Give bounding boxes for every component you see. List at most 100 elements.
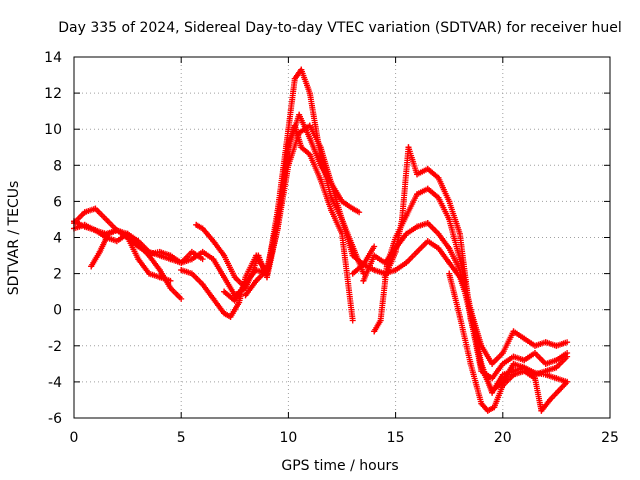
data-point bbox=[446, 245, 453, 252]
data-point bbox=[135, 238, 142, 245]
data-point bbox=[306, 122, 313, 129]
data-point bbox=[113, 227, 120, 234]
data-point bbox=[178, 295, 185, 302]
data-point bbox=[499, 382, 506, 389]
data-point bbox=[521, 335, 528, 342]
data-point bbox=[221, 252, 228, 259]
data-point bbox=[92, 227, 99, 234]
data-point bbox=[446, 259, 453, 266]
data-point bbox=[135, 256, 142, 263]
data-point bbox=[317, 153, 324, 160]
data-point bbox=[456, 230, 463, 237]
data-point bbox=[564, 353, 571, 360]
data-point bbox=[124, 234, 131, 241]
data-point bbox=[167, 252, 174, 259]
data-point bbox=[491, 404, 498, 411]
data-point bbox=[478, 364, 485, 371]
data-point bbox=[510, 328, 517, 335]
data-point bbox=[371, 266, 378, 273]
data-point bbox=[424, 165, 431, 172]
data-point bbox=[446, 198, 453, 205]
data-point bbox=[435, 245, 442, 252]
data-point bbox=[328, 207, 335, 214]
data-point bbox=[531, 375, 538, 382]
data-point bbox=[274, 216, 281, 223]
data-point bbox=[210, 256, 217, 263]
data-point bbox=[546, 396, 553, 403]
data-point bbox=[403, 259, 410, 266]
data-point bbox=[291, 122, 298, 129]
data-point bbox=[81, 209, 88, 216]
data-point bbox=[81, 223, 88, 230]
data-point bbox=[399, 216, 406, 223]
data-point bbox=[377, 317, 384, 324]
data-point bbox=[555, 387, 562, 394]
series-track-13 bbox=[446, 270, 571, 414]
data-point bbox=[231, 274, 238, 281]
data-point bbox=[424, 185, 431, 192]
data-point bbox=[414, 171, 421, 178]
data-point bbox=[553, 342, 560, 349]
data-point bbox=[188, 248, 195, 255]
y-tick-label: 8 bbox=[53, 158, 62, 174]
series-track-4 bbox=[88, 227, 174, 284]
x-tick-label: 15 bbox=[387, 430, 405, 446]
data-point bbox=[210, 295, 217, 302]
data-point bbox=[538, 407, 545, 414]
data-point bbox=[371, 328, 378, 335]
data-point bbox=[499, 350, 506, 357]
data-point bbox=[167, 277, 174, 284]
data-point bbox=[96, 248, 103, 255]
data-point bbox=[467, 360, 474, 367]
data-point bbox=[242, 292, 249, 299]
data-point bbox=[553, 357, 560, 364]
data-point bbox=[414, 248, 421, 255]
y-tick-label: 2 bbox=[53, 267, 62, 283]
y-axis-label: SDTVAR / TECUs bbox=[6, 181, 22, 296]
data-point bbox=[392, 266, 399, 273]
data-point bbox=[392, 248, 399, 255]
data-point bbox=[553, 364, 560, 371]
y-tick-label: 10 bbox=[44, 122, 62, 138]
data-point bbox=[113, 238, 120, 245]
data-point bbox=[306, 151, 313, 158]
data-layer bbox=[71, 66, 571, 414]
data-point bbox=[92, 205, 99, 212]
y-tick-label: 0 bbox=[53, 303, 62, 319]
data-point bbox=[199, 281, 206, 288]
data-point bbox=[510, 371, 517, 378]
x-tick-label: 20 bbox=[494, 430, 512, 446]
data-point bbox=[542, 371, 549, 378]
data-point bbox=[221, 274, 228, 281]
y-tick-label: 6 bbox=[53, 194, 62, 210]
data-point bbox=[371, 243, 378, 250]
data-point bbox=[435, 194, 442, 201]
y-tick-label: -4 bbox=[48, 375, 62, 391]
data-point bbox=[510, 360, 517, 367]
data-point bbox=[188, 256, 195, 263]
y-tick-label: -6 bbox=[48, 411, 62, 427]
data-point bbox=[339, 230, 345, 237]
data-point bbox=[193, 221, 200, 228]
data-point bbox=[227, 313, 234, 320]
data-point bbox=[424, 238, 431, 245]
x-tick-label: 5 bbox=[177, 430, 186, 446]
x-tick-label: 10 bbox=[279, 430, 297, 446]
series-track-8 bbox=[242, 122, 356, 324]
data-point bbox=[381, 274, 388, 281]
data-point bbox=[414, 223, 421, 230]
data-point bbox=[178, 266, 185, 273]
data-point bbox=[456, 313, 463, 320]
data-point bbox=[253, 277, 260, 284]
data-point bbox=[253, 252, 260, 259]
data-point bbox=[499, 360, 506, 367]
y-tick-label: -2 bbox=[48, 339, 62, 355]
series-track-12 bbox=[381, 144, 571, 394]
data-point bbox=[446, 216, 453, 223]
data-point bbox=[221, 288, 228, 295]
data-point bbox=[531, 342, 538, 349]
data-point bbox=[306, 135, 313, 142]
chart-title: Day 335 of 2024, Sidereal Day-to-day VTE… bbox=[58, 20, 621, 36]
data-point bbox=[349, 205, 356, 212]
data-point bbox=[349, 317, 356, 324]
